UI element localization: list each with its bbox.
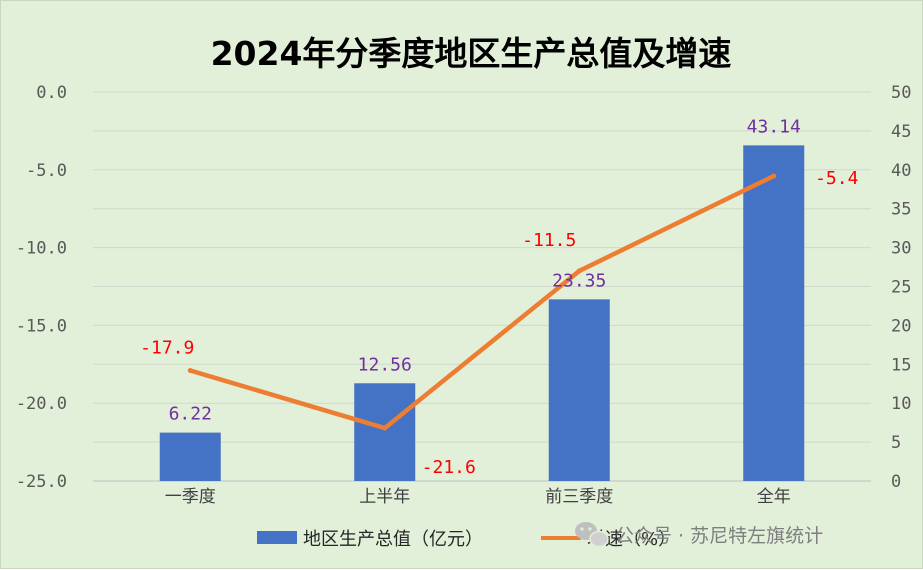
bar	[159, 432, 221, 481]
chart-title: 2024年分季度地区生产总值及增速	[211, 34, 732, 73]
wechat-icon	[575, 522, 609, 548]
category-label: 上半年	[359, 487, 410, 507]
grid-lines	[93, 91, 871, 482]
left-tick-label: -5.0	[26, 161, 67, 181]
left-tick-label: -10.0	[16, 239, 67, 259]
bar-data-label: 12.56	[358, 354, 412, 375]
right-tick-label: 30	[891, 239, 911, 259]
line-point	[187, 368, 193, 374]
left-axis-ticks: 0.0 -5.0 -10.0 -15.0 -20.0 -25.0	[16, 83, 67, 492]
right-tick-label: 20	[891, 316, 911, 336]
right-tick-label: 15	[891, 355, 911, 375]
bar-data-label: 43.14	[747, 116, 801, 137]
data-labels: 6.22 12.56 23.35 43.14 -17.9 -21.6 -11.5 -5.4	[140, 116, 858, 478]
bar-data-label: 6.22	[169, 404, 212, 425]
category-label: 全年	[757, 487, 791, 507]
line-data-label: -17.9	[140, 338, 194, 359]
line-series	[187, 173, 777, 431]
right-tick-label: 10	[891, 394, 911, 414]
watermark-text: 公众号 · 苏尼特左旗统计	[615, 525, 823, 547]
category-labels: 一季度 上半年 前三季度 全年	[165, 487, 791, 507]
category-label: 一季度	[165, 487, 216, 507]
legend-swatch-bar	[257, 531, 297, 544]
line-point	[771, 173, 777, 179]
line-point	[382, 425, 388, 431]
left-tick-label: -20.0	[16, 394, 67, 414]
right-tick-label: 5	[891, 433, 901, 453]
bar-data-label: 23.35	[552, 270, 606, 291]
right-tick-label: 25	[891, 278, 911, 298]
right-tick-label: 35	[891, 200, 911, 220]
growth-line	[188, 173, 776, 431]
line-data-label: -21.6	[422, 457, 476, 478]
bar	[548, 299, 610, 481]
legend-label-bar: 地区生产总值（亿元）	[303, 529, 483, 550]
bar	[354, 383, 416, 481]
right-tick-label: 45	[891, 122, 911, 142]
bar	[743, 145, 805, 482]
left-tick-label: -25.0	[16, 472, 67, 492]
left-tick-label: -15.0	[16, 316, 67, 336]
category-label: 前三季度	[545, 487, 613, 507]
line-point	[576, 268, 582, 274]
line-data-label: -5.4	[815, 168, 858, 189]
right-tick-label: 0	[891, 472, 901, 492]
line-data-label: -11.5	[522, 230, 576, 251]
legend-label-line: 增速（%）	[587, 529, 676, 550]
left-tick-label: 0.0	[36, 83, 67, 103]
right-tick-label: 50	[891, 83, 911, 103]
right-tick-label: 40	[891, 161, 911, 181]
bar-series	[159, 145, 805, 482]
legend: 地区生产总值（亿元） 增速（%）	[257, 529, 676, 550]
watermark: 公众号 · 苏尼特左旗统计	[575, 522, 823, 548]
